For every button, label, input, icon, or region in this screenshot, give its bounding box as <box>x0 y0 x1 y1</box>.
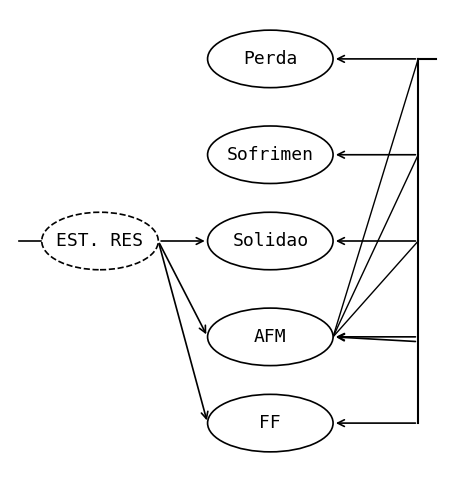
Text: AFM: AFM <box>254 328 287 346</box>
Ellipse shape <box>42 212 158 270</box>
Text: Solidao: Solidao <box>232 232 308 250</box>
Ellipse shape <box>207 30 333 88</box>
Text: Sofrimen: Sofrimen <box>227 146 314 164</box>
Ellipse shape <box>207 308 333 366</box>
Ellipse shape <box>207 394 333 452</box>
Ellipse shape <box>207 126 333 184</box>
Text: EST. RES: EST. RES <box>56 232 143 250</box>
Ellipse shape <box>207 212 333 270</box>
Text: FF: FF <box>259 414 281 432</box>
Text: Perda: Perda <box>243 50 298 68</box>
